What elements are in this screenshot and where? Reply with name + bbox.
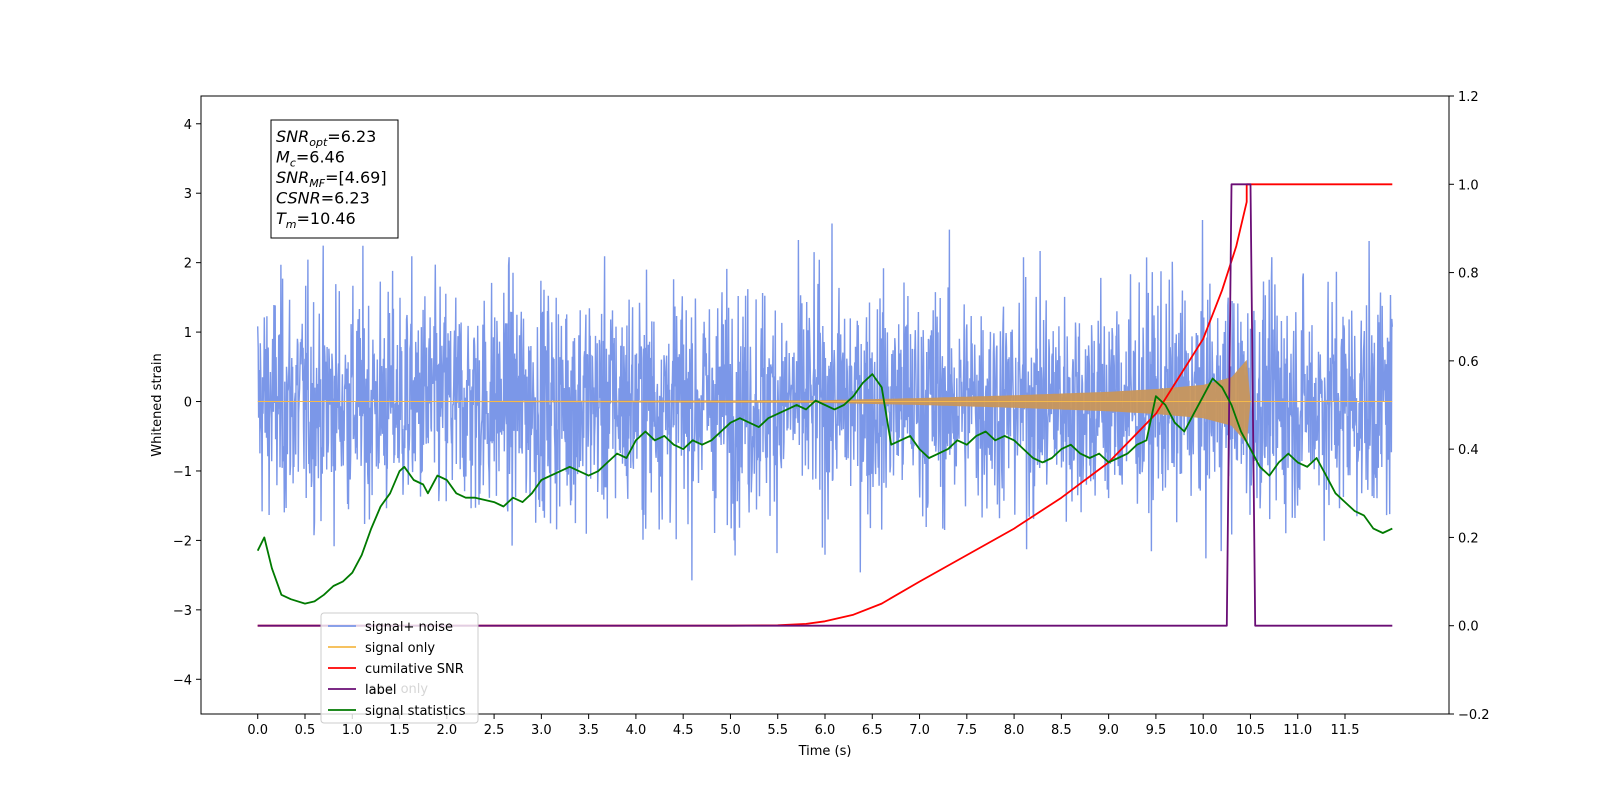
x-tick-label: 4.0 <box>626 723 647 738</box>
x-tick-label: 0.0 <box>247 723 268 738</box>
y-tick-label-right: 0.8 <box>1458 267 1479 282</box>
info-symbol: SNR <box>276 127 309 146</box>
x-tick-label: 9.0 <box>1098 723 1119 738</box>
y-tick-label-right: 0.0 <box>1458 620 1479 635</box>
y-tick-label-left: −2 <box>173 534 192 549</box>
x-tick-label: 1.0 <box>342 723 363 738</box>
x-tick-label: 3.5 <box>578 723 599 738</box>
x-tick-label: 0.5 <box>295 723 316 738</box>
legend-label: cumilative SNR <box>365 662 464 677</box>
x-tick-label: 6.0 <box>815 723 836 738</box>
info-symbol: CSNR <box>276 189 321 208</box>
info-line: Tm=10.46 <box>276 209 356 231</box>
legend-label: signal only <box>365 641 435 656</box>
info-value: =6.23 <box>327 127 376 146</box>
info-line: SNRMF=[4.69] <box>276 168 387 190</box>
y-tick-label-left: −4 <box>173 673 192 688</box>
x-tick-label: 2.5 <box>484 723 505 738</box>
x-tick-label: 3.0 <box>531 723 552 738</box>
info-lines: SNRopt=6.23Mc=6.46SNRMF=[4.69]CSNR=6.23T… <box>276 127 387 231</box>
info-symbol: SNR <box>276 168 309 187</box>
y-tick-label-left: 1 <box>184 326 192 341</box>
x-tick-label: 7.0 <box>909 723 930 738</box>
x-tick-label: 10.0 <box>1189 723 1218 738</box>
y-tick-label-right: 0.2 <box>1458 531 1479 546</box>
y-tick-label-left: 4 <box>184 118 192 133</box>
x-tick-label: 1.5 <box>389 723 410 738</box>
signal-only-layer <box>257 359 1393 444</box>
x-tick-label: 4.5 <box>673 723 694 738</box>
info-value: =[4.69] <box>325 168 387 187</box>
x-tick-label: 10.5 <box>1236 723 1265 738</box>
legend-label: label <box>365 683 396 698</box>
info-subscript: c <box>290 157 296 170</box>
legend: label only signal+ noise signal only cumil… <box>320 612 479 724</box>
legend-items: signal+ noise signal only cumilative SNR la… <box>328 620 466 719</box>
x-tick-label: 9.5 <box>1146 723 1167 738</box>
x-tick-label: 7.5 <box>956 723 977 738</box>
info-symbol: M <box>276 148 290 167</box>
x-axis: 0.0 0.5 1.0 1.5 2.0 2.5 3.0 3.5 4.0 4.5 5.0 5.5 6.0 6… <box>247 714 1359 738</box>
info-line: SNRopt=6.23 <box>276 127 376 149</box>
y-tick-label-left: 0 <box>184 396 192 411</box>
info-symbol: T <box>276 209 287 228</box>
y-tick-label-right: 0.6 <box>1458 355 1479 370</box>
y-axis-label: Whitened strain <box>150 353 165 456</box>
legend-hidden-text: label only <box>365 682 428 697</box>
info-value: =10.46 <box>297 209 356 228</box>
x-tick-label: 2.0 <box>436 723 457 738</box>
info-subscript: MF <box>309 177 325 190</box>
y-tick-label-right: 1.2 <box>1458 90 1479 105</box>
x-tick-label: 6.5 <box>862 723 883 738</box>
x-tick-label: 11.0 <box>1283 723 1312 738</box>
x-tick-label: 5.0 <box>720 723 741 738</box>
series-signal-statistics <box>256 373 1393 605</box>
x-tick-label: 8.5 <box>1051 723 1072 738</box>
legend-label: signal statistics <box>365 704 466 719</box>
legend-frame <box>320 612 479 724</box>
y-tick-label-left: 2 <box>184 257 192 272</box>
right-axis-lines-layer <box>256 183 1393 627</box>
x-axis-label: Time (s) <box>798 744 852 759</box>
x-tick-label: 5.5 <box>767 723 788 738</box>
legend-label: signal+ noise <box>365 620 453 635</box>
y-tick-label-left: 3 <box>184 187 192 202</box>
info-box: SNRopt=6.23Mc=6.46SNRMF=[4.69]CSNR=6.23T… <box>270 119 399 239</box>
x-tick-label: 11.5 <box>1331 723 1360 738</box>
x-tick-label: 8.0 <box>1004 723 1025 738</box>
info-line: CSNR=6.23 <box>276 189 370 208</box>
info-subscript: opt <box>309 136 328 149</box>
info-value: =6.23 <box>321 189 370 208</box>
series-label <box>257 183 1393 627</box>
y-tick-label-left: −3 <box>173 604 192 619</box>
info-subscript: m <box>286 218 297 231</box>
right-y-axis: 1.2 1.0 0.8 0.6 0.4 0.2 0.0 −0.2 <box>1449 90 1490 723</box>
left-y-axis: 4 3 2 1 0 −1 −2 −3 −4 <box>173 118 201 688</box>
y-tick-label-right: −0.2 <box>1458 708 1490 723</box>
y-tick-label-right: 1.0 <box>1458 178 1479 193</box>
info-box-frame <box>270 119 399 239</box>
y-tick-label-left: −1 <box>173 465 192 480</box>
info-line: Mc=6.46 <box>276 148 345 170</box>
y-tick-label-right: 0.4 <box>1458 443 1479 458</box>
series-cumulative-snr <box>257 183 1393 627</box>
info-value: =6.46 <box>296 148 345 167</box>
